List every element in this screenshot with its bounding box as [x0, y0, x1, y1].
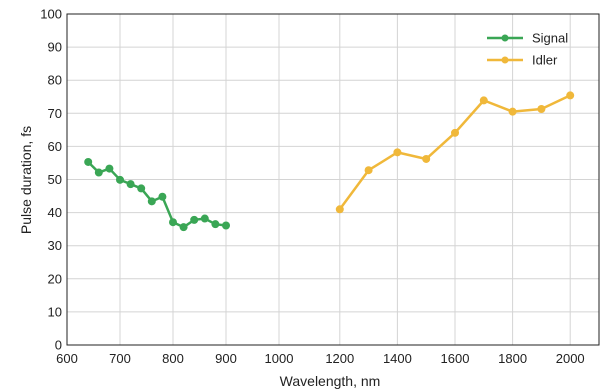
data-point-idler [393, 148, 402, 157]
data-point-signal [222, 221, 230, 230]
legend-item-signal: Signal [487, 31, 568, 46]
data-point-idler [335, 205, 344, 214]
data-point-signal [137, 184, 146, 193]
data-point-signal [200, 214, 209, 223]
y-tick-label: 100 [40, 7, 62, 22]
x-tick-label: 1000 [265, 351, 294, 366]
y-tick-labels: 0 10 20 30 40 50 60 70 80 90 100 [40, 7, 62, 353]
legend-swatch-marker [501, 56, 509, 64]
series-lines [84, 91, 575, 232]
data-point-idler [422, 154, 431, 163]
legend: Signal Idler [487, 31, 568, 68]
y-tick-label: 90 [48, 40, 62, 55]
x-tick-label: 2000 [556, 351, 585, 366]
x-tick-label: 1400 [383, 351, 412, 366]
axes [66, 13, 600, 346]
data-point-signal [105, 164, 114, 173]
legend-label: Signal [532, 31, 568, 46]
x-tick-label: 1600 [441, 351, 470, 366]
y-tick-label: 50 [48, 172, 62, 187]
data-point-idler [364, 166, 373, 175]
data-point-signal [158, 192, 167, 201]
y-tick-label: 0 [55, 338, 62, 353]
x-tick-labels: 600 700 800 900 1000 1200 1400 1600 1800 2000 [56, 351, 585, 366]
data-point-idler [451, 128, 459, 137]
y-tick-label: 60 [48, 139, 62, 154]
x-tick-label: 1800 [498, 351, 527, 366]
data-point-signal [126, 180, 135, 189]
data-point-idler [537, 104, 546, 113]
y-tick-label: 10 [48, 304, 62, 319]
y-tick-label: 40 [48, 205, 62, 220]
x-tick-label: 900 [215, 351, 237, 366]
data-point-signal [116, 175, 124, 184]
data-point-idler [566, 91, 575, 100]
y-tick-label: 30 [48, 238, 62, 253]
data-point-signal [169, 218, 177, 227]
x-tick-label: 700 [109, 351, 131, 366]
data-point-signal [84, 157, 93, 166]
data-point-signal [190, 215, 199, 224]
y-tick-label: 20 [48, 271, 62, 286]
legend-item-idler: Idler [487, 53, 558, 68]
legend-swatch-marker [501, 34, 509, 42]
x-tick-label: 600 [56, 351, 78, 366]
plot-frame [66, 13, 600, 346]
y-axis-label: Pulse duration, fs [18, 126, 34, 234]
x-axis-label: Wavelength, nm [280, 373, 381, 389]
data-point-signal [179, 223, 188, 232]
data-point-idler [508, 107, 517, 116]
y-tick-label: 80 [48, 73, 62, 88]
data-point-idler [479, 96, 488, 105]
data-point-signal [147, 197, 156, 206]
y-tick-label: 70 [48, 106, 62, 121]
x-tick-label: 800 [162, 351, 184, 366]
legend-label: Idler [532, 53, 558, 68]
x-tick-label: 1200 [325, 351, 354, 366]
data-point-signal [211, 220, 220, 229]
data-point-signal [94, 168, 103, 177]
grid-lines [67, 14, 599, 345]
